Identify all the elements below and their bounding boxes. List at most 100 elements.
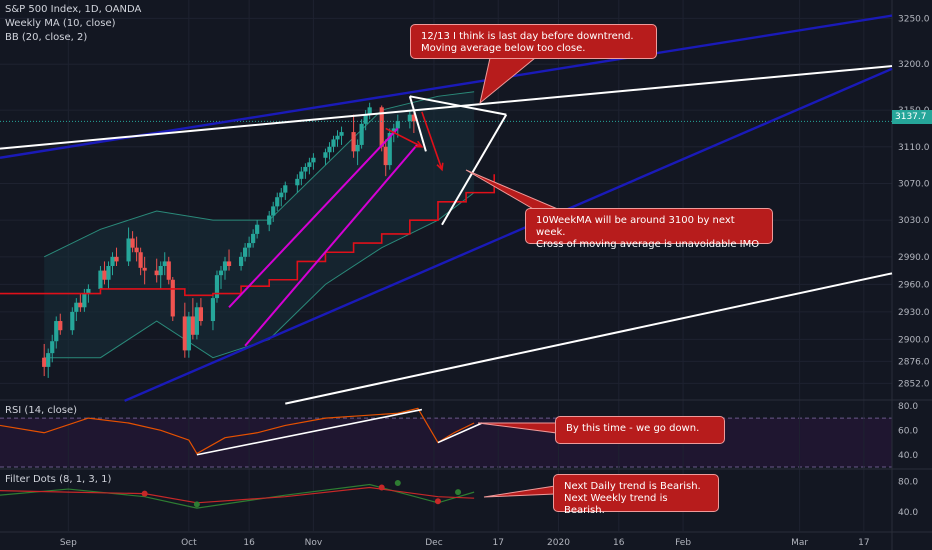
callout-rsi[interactable]: By this time - we go down. [555,416,725,444]
candle-body [355,144,360,152]
candle-body [395,121,400,129]
candle-body [78,302,83,308]
candle-body [271,206,276,216]
bb-legend[interactable]: BB (20, close, 2) [5,32,88,43]
candle-body [210,298,216,322]
rsi-tick-label: 60.0 [898,426,918,436]
rsi-band-fill [0,418,892,467]
weekly-ma-line [0,120,892,297]
candle-body [279,192,284,198]
filter-dot [455,489,462,496]
rsi-trendline [196,408,423,456]
candle-body [238,256,244,266]
price-tick-label: 2852.0 [898,379,930,389]
candle-body [170,279,175,317]
candle-body [299,171,304,179]
candle-body [70,311,75,331]
candle-body [303,166,308,172]
dots-tick-label: 40.0 [898,508,918,518]
candle-body [86,288,91,294]
trendline [441,114,508,226]
rsi-tick-label: 40.0 [898,451,918,461]
arrow-shaft [385,127,423,148]
candle-body [190,316,195,335]
trendline [409,95,507,116]
filter-dot [141,490,148,497]
time-tick-label: Dec [425,538,442,548]
price-tick-label: 2960.0 [898,280,930,290]
time-tick-label: Mar [791,538,808,548]
callout-mid[interactable]: 10WeekMA will be around 3100 by next wee… [525,208,773,250]
filter-dots-line [0,486,475,504]
dots-tick-label: 80.0 [898,477,918,487]
trendline [408,96,427,152]
candle-body [331,139,336,147]
candle-body [102,270,107,280]
arrow-head [436,162,444,172]
candle-body [383,146,388,166]
candle-body [307,162,312,167]
arrow-head [414,140,424,148]
price-tick-label: 2930.0 [898,308,930,318]
candle-body [367,107,372,115]
price-tick-label: 3030.0 [898,216,930,226]
candle-body [110,256,115,266]
callout-top[interactable]: 12/13 I think is last day before downtre… [410,24,657,59]
callout-pointer [479,57,537,105]
candle-body [363,114,368,124]
rsi-pane [0,407,483,456]
candle-body [162,261,167,266]
symbol-title[interactable]: S&P 500 Index, 1D, OANDA [5,4,142,15]
callout-pointer [465,169,561,211]
candle-body [283,185,288,193]
trendline [124,67,893,402]
price-tick-label: 3110.0 [898,143,930,153]
candle-body [411,114,416,122]
candle-body [106,266,111,280]
candle-body [351,132,356,152]
candle-body [194,307,199,335]
filter-dots-pane-title[interactable]: Filter Dots (8, 1, 3, 1) [5,474,112,485]
filter-dot [378,484,385,491]
price-tick-label: 2990.0 [898,253,930,263]
weekly-ma-path [0,174,496,297]
callout-dots[interactable]: Next Daily trend is Bearish. Next Weekly… [553,474,719,516]
filter-dots-pane [0,479,475,509]
candle-body [166,261,171,280]
candle-body [158,266,163,276]
price-tick-label: 3250.0 [898,14,930,24]
candle-body [182,316,187,351]
time-tick-label: 2020 [547,538,570,548]
candle-body [391,128,396,133]
time-tick-label: Feb [675,538,691,548]
trendline [0,65,893,150]
candle-body [247,243,252,248]
time-tick-label: 16 [613,538,625,548]
rsi-pane-title[interactable]: RSI (14, close) [5,405,78,416]
filter-dot [193,501,200,508]
candle-body [198,307,204,322]
time-tick-label: Sep [60,538,77,548]
filter-dots-line [0,483,475,509]
candle-body [42,357,47,367]
candle-body [130,238,135,248]
candlestick-series [42,102,416,378]
candle-body [58,321,63,331]
candle-body [114,256,119,262]
candle-body [359,123,364,145]
candle-body [311,157,316,163]
candle-body [323,152,328,158]
candle-body [46,353,51,367]
candle-body [267,215,272,225]
price-tick-label: 3200.0 [898,60,930,70]
candle-body [74,302,79,312]
ma-legend[interactable]: Weekly MA (10, close) [5,18,116,29]
axes: 2852.0 2876.0 2900.0 2930.0 2960.0 2990.0 3030… [60,14,930,548]
arrow-shaft [421,111,443,170]
candle-body [134,247,139,253]
last-price-tag: 3137.7 [892,110,932,124]
candle-body [214,275,220,299]
candle-body [98,270,103,289]
candle-body [186,316,191,351]
